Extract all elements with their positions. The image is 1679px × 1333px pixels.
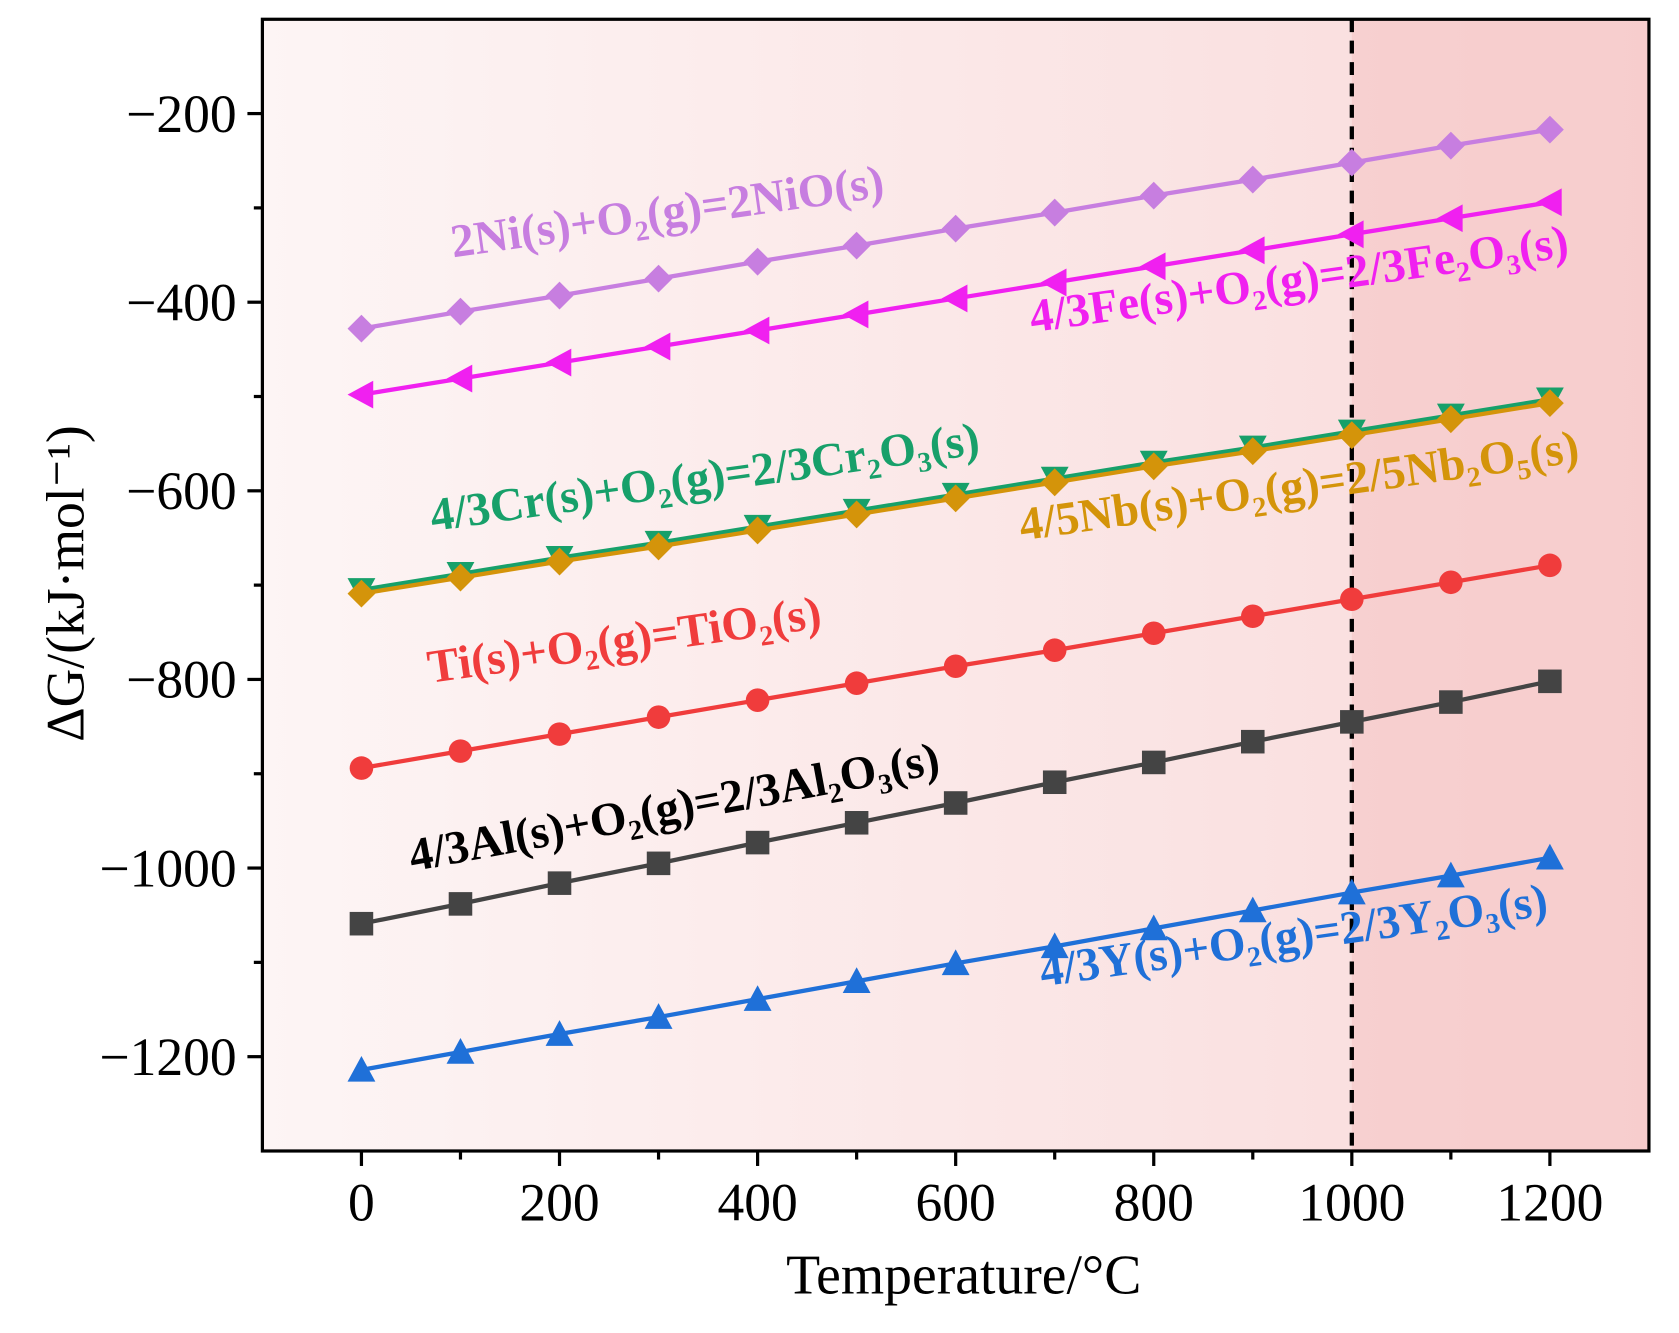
- data-point: [842, 231, 871, 260]
- data-point: [446, 563, 475, 592]
- data-point: [941, 284, 968, 313]
- data-point: [1538, 553, 1562, 578]
- data-point: [1040, 198, 1069, 227]
- data-point: [1139, 914, 1168, 941]
- data-point: [844, 811, 869, 835]
- data-point: [446, 297, 475, 326]
- x-tick-label: 800: [1114, 1173, 1194, 1233]
- data-point: [1436, 204, 1463, 233]
- y-axis-label: ΔG/(kJ·mol⁻¹): [36, 425, 96, 742]
- data-point: [1238, 236, 1265, 265]
- data-point: [1337, 148, 1366, 177]
- data-point: [1535, 389, 1564, 418]
- data-point: [446, 364, 473, 393]
- data-point: [1042, 638, 1067, 662]
- x-axis-label: Temperature/°C: [786, 1244, 1141, 1306]
- data-point: [347, 1055, 376, 1082]
- data-point: [1238, 896, 1267, 923]
- data-point: [1436, 861, 1465, 888]
- data-point: [644, 1003, 673, 1029]
- data-point: [1241, 604, 1265, 629]
- data-point: [646, 851, 671, 876]
- data-point: [547, 871, 572, 895]
- data-point: [1042, 770, 1067, 795]
- data-point: [446, 1038, 475, 1064]
- y-tick-label: −200: [126, 84, 236, 144]
- plot-frame: [260, 17, 1651, 1153]
- data-point: [1337, 421, 1366, 450]
- data-point: [1040, 932, 1069, 959]
- data-point: [1436, 405, 1465, 434]
- data-point: [1439, 570, 1463, 595]
- data-point: [1141, 750, 1166, 775]
- data-point: [1337, 878, 1366, 905]
- data-point: [1538, 669, 1562, 694]
- data-point: [1439, 690, 1463, 714]
- x-tick-label: 0: [348, 1173, 375, 1233]
- x-tick-label: 600: [916, 1173, 996, 1233]
- data-point: [547, 722, 572, 746]
- y-tick-label: −400: [126, 272, 236, 332]
- data-point: [349, 911, 374, 936]
- x-tick-label: 200: [519, 1173, 599, 1233]
- data-point: [1139, 252, 1166, 281]
- data-point: [842, 967, 871, 994]
- data-point: [347, 579, 376, 608]
- data-point: [1340, 587, 1364, 612]
- data-point: [1139, 452, 1168, 481]
- x-tick-label: 1200: [1496, 1173, 1603, 1233]
- data-point: [1535, 115, 1564, 144]
- data-point: [1535, 843, 1564, 870]
- y-tick-label: −1000: [99, 838, 236, 898]
- data-point: [644, 264, 673, 293]
- y-tick-label: −800: [126, 650, 236, 710]
- data-point: [1340, 710, 1364, 734]
- y-tick-label: −600: [126, 461, 236, 521]
- data-point: [545, 1020, 574, 1046]
- data-point: [1241, 729, 1265, 754]
- data-point: [1040, 468, 1069, 497]
- data-point: [1040, 268, 1067, 297]
- data-point: [1238, 165, 1267, 194]
- x-tick-label: 400: [717, 1173, 797, 1233]
- data-point: [745, 688, 770, 712]
- data-point: [1139, 181, 1168, 210]
- data-point: [941, 949, 970, 976]
- data-point: [347, 314, 376, 343]
- highlight-region: [1351, 19, 1649, 1151]
- data-point: [545, 348, 572, 377]
- data-point: [347, 380, 374, 409]
- data-point: [743, 985, 772, 1011]
- data-point: [743, 316, 770, 345]
- data-point: [349, 756, 374, 780]
- data-point: [1535, 188, 1562, 217]
- data-point: [644, 332, 671, 361]
- data-point: [1337, 220, 1364, 249]
- data-point: [1238, 437, 1267, 466]
- data-point: [646, 705, 671, 729]
- data-point: [842, 300, 869, 329]
- data-point: [943, 654, 968, 679]
- data-point: [448, 739, 473, 763]
- x-tick-label: 1000: [1298, 1173, 1405, 1233]
- data-point: [943, 791, 968, 815]
- data-point: [1141, 621, 1166, 646]
- data-point: [745, 830, 770, 855]
- y-tick-label: −1200: [99, 1027, 236, 1087]
- data-point: [844, 671, 869, 695]
- data-point: [448, 892, 473, 916]
